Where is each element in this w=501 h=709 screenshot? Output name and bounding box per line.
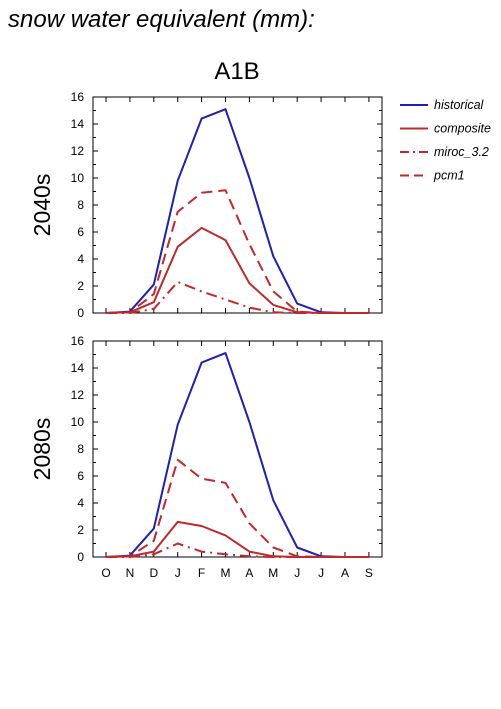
y-tick-label: 4 [77,252,84,266]
legend-label: pcm1 [433,169,465,183]
plot-frame [92,96,383,314]
series-line-pcm1 [105,189,369,314]
panel-label: 2080s [29,418,55,481]
series-line-pcm1 [105,458,369,558]
y-tick-label: 12 [71,388,85,402]
x-tick-label: A [341,566,349,580]
x-tick-label: J [175,566,181,580]
x-tick-label: F [198,566,205,580]
series-line-miroc-3-2 [106,280,369,314]
x-tick-label: M [221,566,231,580]
y-tick-label: 0 [77,550,84,564]
y-tick-label: 2 [77,523,84,537]
series-line-historical [105,352,369,558]
legend-label: miroc_3.2 [434,145,489,159]
legend-label: historical [434,98,485,112]
x-tick-label: J [294,566,300,580]
y-tick-label: 10 [71,171,85,185]
y-tick-label: 14 [71,117,85,131]
legend-label: composite [434,122,491,136]
x-tick-label: A [245,566,253,580]
page-title: snow water equivalent (mm): [8,6,315,33]
x-tick-label: J [318,566,324,580]
x-tick-label: N [126,566,135,580]
y-tick-label: 0 [77,306,84,320]
panel-label: 2040s [29,174,55,237]
series-line-historical [105,108,369,314]
y-tick-label: 10 [71,415,85,429]
y-tick-label: 6 [77,469,84,483]
y-tick-label: 8 [77,198,84,212]
y-tick-label: 16 [71,334,85,348]
y-tick-label: 16 [71,90,85,104]
chart-subtitle: A1B [214,58,259,85]
y-tick-label: 4 [77,496,84,510]
x-tick-label: O [101,566,110,580]
x-tick-label: D [149,566,158,580]
x-tick-label: M [268,566,278,580]
y-tick-label: 2 [77,279,84,293]
y-tick-label: 6 [77,225,84,239]
y-tick-label: 14 [71,361,85,375]
panel-2040s: 0 2 4 6 8 10 12 14 16 2040s [29,90,383,320]
x-tick-label: S [365,566,373,580]
legend: historical composite miroc_3.2 pcm1 [400,98,491,183]
y-tick-label: 8 [77,442,84,456]
y-tick-label: 12 [71,144,85,158]
plot-frame [92,340,383,558]
